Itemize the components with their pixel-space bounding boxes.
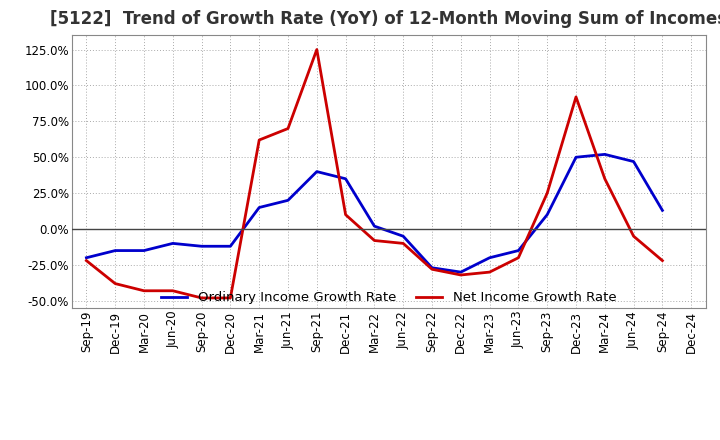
Net Income Growth Rate <box>284 126 292 131</box>
Ordinary Income Growth Rate <box>399 234 408 239</box>
Net Income Growth Rate <box>428 267 436 272</box>
Net Income Growth Rate <box>111 281 120 286</box>
Ordinary Income Growth Rate <box>456 269 465 275</box>
Net Income Growth Rate <box>226 295 235 301</box>
Ordinary Income Growth Rate <box>428 265 436 271</box>
Ordinary Income Growth Rate <box>543 212 552 217</box>
Ordinary Income Growth Rate <box>284 198 292 203</box>
Net Income Growth Rate <box>600 176 609 181</box>
Ordinary Income Growth Rate <box>485 255 494 260</box>
Ordinary Income Growth Rate <box>514 248 523 253</box>
Ordinary Income Growth Rate <box>111 248 120 253</box>
Ordinary Income Growth Rate <box>629 159 638 164</box>
Ordinary Income Growth Rate <box>600 152 609 157</box>
Ordinary Income Growth Rate <box>312 169 321 174</box>
Net Income Growth Rate <box>140 288 148 293</box>
Ordinary Income Growth Rate <box>168 241 177 246</box>
Line: Ordinary Income Growth Rate: Ordinary Income Growth Rate <box>86 154 662 272</box>
Title: [5122]  Trend of Growth Rate (YoY) of 12-Month Moving Sum of Incomes: [5122] Trend of Growth Rate (YoY) of 12-… <box>50 10 720 28</box>
Ordinary Income Growth Rate <box>197 244 206 249</box>
Net Income Growth Rate <box>485 269 494 275</box>
Ordinary Income Growth Rate <box>82 255 91 260</box>
Net Income Growth Rate <box>399 241 408 246</box>
Ordinary Income Growth Rate <box>658 208 667 213</box>
Net Income Growth Rate <box>168 288 177 293</box>
Net Income Growth Rate <box>312 47 321 52</box>
Ordinary Income Growth Rate <box>140 248 148 253</box>
Net Income Growth Rate <box>82 258 91 263</box>
Net Income Growth Rate <box>255 137 264 143</box>
Ordinary Income Growth Rate <box>341 176 350 181</box>
Net Income Growth Rate <box>629 234 638 239</box>
Ordinary Income Growth Rate <box>255 205 264 210</box>
Ordinary Income Growth Rate <box>370 224 379 229</box>
Net Income Growth Rate <box>341 212 350 217</box>
Net Income Growth Rate <box>572 94 580 99</box>
Net Income Growth Rate <box>514 255 523 260</box>
Legend: Ordinary Income Growth Rate, Net Income Growth Rate: Ordinary Income Growth Rate, Net Income … <box>161 291 616 304</box>
Net Income Growth Rate <box>197 295 206 301</box>
Net Income Growth Rate <box>543 191 552 196</box>
Net Income Growth Rate <box>658 258 667 263</box>
Ordinary Income Growth Rate <box>572 154 580 160</box>
Ordinary Income Growth Rate <box>226 244 235 249</box>
Line: Net Income Growth Rate: Net Income Growth Rate <box>86 50 662 298</box>
Net Income Growth Rate <box>370 238 379 243</box>
Net Income Growth Rate <box>456 272 465 278</box>
